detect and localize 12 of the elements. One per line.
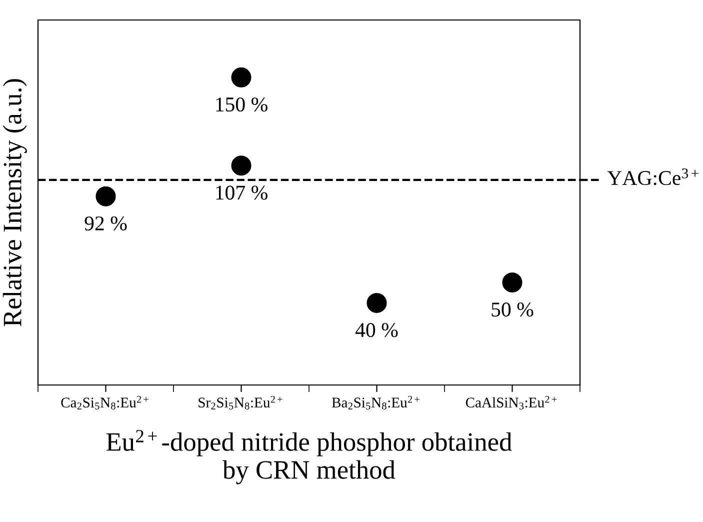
x-axis-title: Eu$^{2+}$-doped nitride phosphor obtained by CRN method	[106, 430, 512, 484]
data-label: 92 %	[84, 216, 127, 231]
data-label: 107 %	[216, 186, 268, 200]
data-label: 40 %	[355, 323, 398, 338]
x-tick-label: Ba$_{2}$Si$_{5}$N$_{8}$:Eu$^{2+}$	[332, 396, 420, 410]
data-label: 150 %	[216, 97, 268, 112]
x-tick-label: Sr$_{2}$Si$_{5}$N$_{8}$:Eu$^{2+}$	[198, 396, 282, 410]
data-label: 50 %	[492, 302, 534, 317]
ref-line-label: YAG:Ce$^{3+}$	[607, 168, 698, 186]
x-tick-label: Ca$_{2}$Si$_{5}$N$_{8}$:Eu$^{2+}$	[61, 396, 148, 410]
x-tick-label: CaAlSiN$_{3}$:Eu$^{2+}$	[466, 396, 557, 410]
y-axis-title: Relative Intensity (a.u.)	[2, 79, 27, 326]
